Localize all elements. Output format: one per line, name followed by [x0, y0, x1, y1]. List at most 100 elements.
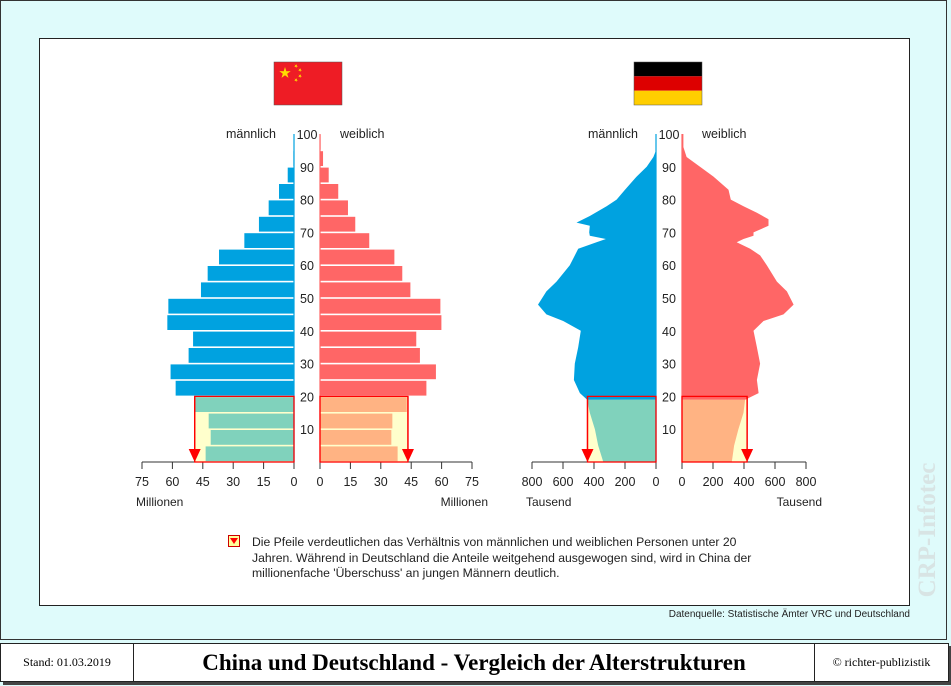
female-bar-45-49: [320, 298, 441, 314]
male-bar-35-39: [193, 331, 294, 347]
male-under20-arrow-icon: [581, 449, 594, 462]
male-x-tick-label: 600: [553, 475, 574, 489]
female-under20-arrow-icon: [741, 449, 754, 462]
male-bar-45-49: [168, 298, 294, 314]
female-bar-55-59: [320, 266, 403, 281]
male-x-tick-label: 0: [291, 475, 298, 489]
male-area: [538, 134, 656, 400]
male-bar-10-14: [208, 413, 294, 429]
data-source: Datenquelle: Statistische Ämter VRC und …: [668, 609, 910, 620]
age-tick-label: 10: [300, 423, 314, 437]
age-tick-label: 70: [662, 226, 676, 240]
age-tick-label: 90: [662, 161, 676, 175]
female-bar-10-14: [320, 413, 393, 429]
population-pyramids: 0 0 15 15 30 30 45 45 60 60 75 75 Millionen Millionen…: [135, 61, 822, 509]
age-tick-label: 30: [300, 358, 314, 372]
female-x-tick-label: 30: [374, 475, 388, 489]
age-tick-label: 80: [300, 194, 314, 208]
female-bar-30-34: [320, 348, 420, 363]
female-bar-90-94: [320, 151, 324, 166]
age-tick-label: 50: [662, 292, 676, 306]
female-x-tick-label: 600: [765, 475, 786, 489]
age-tick-label: 10: [662, 423, 676, 437]
female-bar-70-74: [320, 216, 356, 232]
china-flag-small-star-icon: [294, 64, 298, 68]
footer-title: China und Deutschland - Vergleich der Al…: [133, 643, 815, 682]
footer-copyright: © richter-publizistik: [814, 643, 949, 682]
age-tick-label: 40: [300, 325, 314, 339]
male-x-tick-label: 200: [615, 475, 636, 489]
arrow-legend-icon: [228, 535, 240, 547]
male-under20-arrow-icon: [188, 449, 201, 462]
female-x-tick-label: 200: [703, 475, 724, 489]
male-x-tick-label: 800: [522, 475, 543, 489]
female-bar-40-44: [320, 315, 442, 330]
male-label: männlich: [226, 127, 276, 141]
male-bar-75-79: [268, 200, 294, 216]
china-flag-big-star-icon: [279, 67, 291, 78]
male-bar-60-64: [219, 249, 294, 265]
male-x-tick-label: 75: [135, 475, 149, 489]
male-label: männlich: [588, 127, 638, 141]
male-x-tick-label: 45: [196, 475, 210, 489]
germany-flag: [633, 61, 703, 106]
male-x-tick-label: 0: [653, 475, 660, 489]
male-bar-0-4: [205, 446, 294, 462]
female-label: weiblich: [339, 127, 385, 141]
female-area: [682, 134, 794, 400]
female-x-tick-label: 15: [343, 475, 357, 489]
age-tick-label: 50: [300, 292, 314, 306]
male-bar-40-44: [167, 315, 294, 330]
age-tick-label: 60: [300, 259, 314, 273]
male-bar-20-24: [175, 380, 294, 396]
female-bar-5-9: [320, 430, 392, 445]
female-under20-arrow-icon: [401, 449, 414, 462]
male-bar-25-29: [170, 364, 294, 380]
germany-flag-gold-stripe: [634, 90, 702, 105]
male-bar-50-54: [200, 282, 294, 298]
female-bar-35-39: [320, 331, 417, 347]
china-flag-small-star-icon: [298, 68, 302, 72]
female-x-tick-label: 0: [317, 475, 324, 489]
age-tick-label: 90: [300, 161, 314, 175]
male-bar-15-19: [194, 397, 294, 412]
female-x-tick-label: 800: [796, 475, 817, 489]
female-bar-0-4: [320, 446, 398, 462]
watermark: CRP-Infotec: [914, 462, 941, 598]
male-bar-70-74: [258, 216, 294, 232]
female-bar-85-89: [320, 167, 329, 183]
female-bar-80-84: [320, 184, 339, 199]
age-tick-label: 100: [297, 128, 318, 142]
age-tick-label: 100: [659, 128, 680, 142]
age-tick-label: 70: [300, 226, 314, 240]
male-x-tick-label: 60: [165, 475, 179, 489]
female-bar-15-19: [320, 397, 407, 412]
male-unit-label: Tausend: [526, 495, 571, 509]
female-bar-60-64: [320, 249, 395, 265]
female-unit-label: Millionen: [441, 495, 488, 509]
china-flag: [273, 61, 343, 106]
china-flag-small-star-icon: [298, 74, 302, 78]
age-tick-label: 20: [662, 390, 676, 404]
male-bar-80-84: [279, 184, 294, 199]
explanation-note: Die Pfeile verdeutlichen das Verhältnis …: [252, 535, 752, 580]
age-tick-label: 30: [662, 358, 676, 372]
china-flag-small-star-icon: [294, 78, 298, 82]
male-area-under20: [587, 399, 656, 462]
female-x-tick-label: 400: [734, 475, 755, 489]
age-tick-label: 60: [662, 259, 676, 273]
male-bar-85-89: [287, 167, 294, 183]
female-x-tick-label: 75: [465, 475, 479, 489]
age-tick-label: 80: [662, 194, 676, 208]
age-tick-label: 40: [662, 325, 676, 339]
female-label: weiblich: [701, 127, 747, 141]
footer-date: Stand: 01.03.2019: [0, 643, 134, 682]
female-x-tick-label: 45: [404, 475, 418, 489]
female-unit-label: Tausend: [777, 495, 822, 509]
female-area-under20: [682, 399, 746, 462]
male-unit-label: Millionen: [136, 495, 183, 509]
female-x-tick-label: 0: [679, 475, 686, 489]
male-bar-5-9: [210, 430, 294, 445]
germany-flag-black-stripe: [634, 62, 702, 77]
female-bar-20-24: [320, 380, 427, 396]
